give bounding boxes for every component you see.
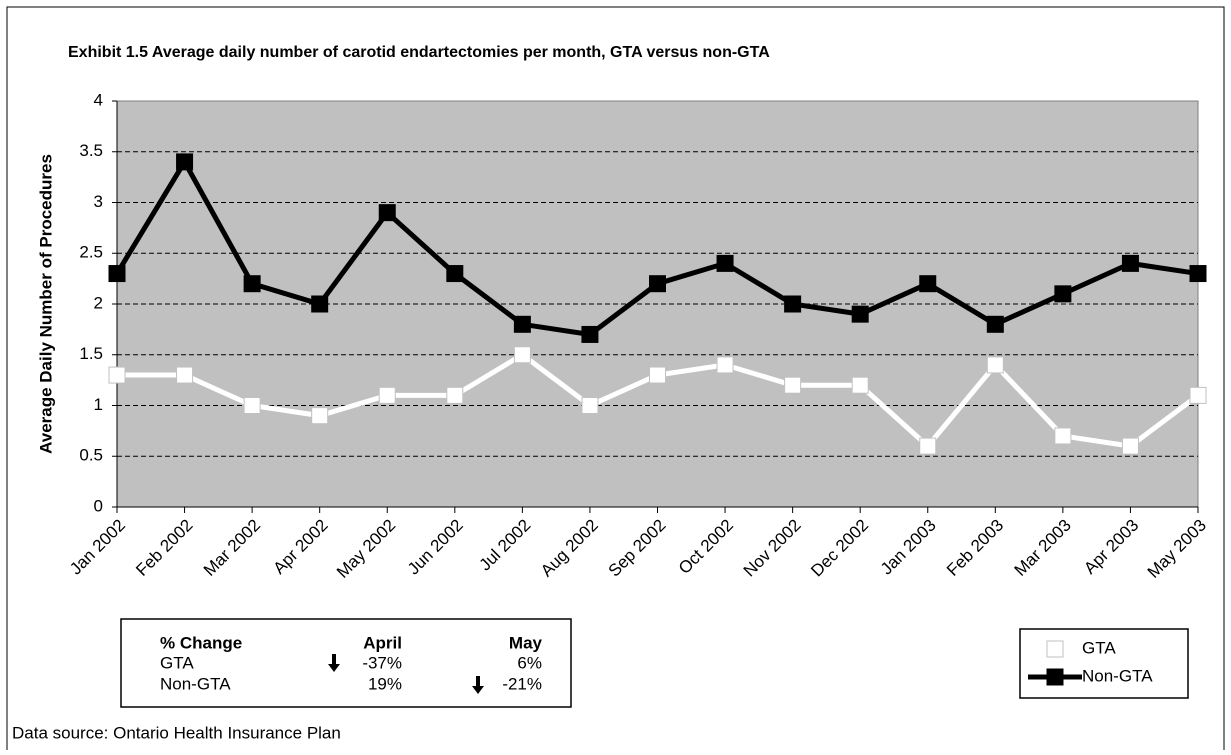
change-table: [120, 618, 572, 708]
marker: [986, 356, 1004, 374]
y-axis-label: Average Daily Number of Procedures: [36, 154, 55, 454]
y-tick-label: 3.5: [79, 141, 103, 160]
y-tick-label: 1.5: [79, 344, 103, 363]
marker: [919, 275, 937, 293]
marker: [851, 376, 869, 394]
y-tick-label: 3: [94, 192, 103, 211]
marker: [716, 254, 734, 272]
marker: [784, 376, 802, 394]
marker: [108, 265, 126, 283]
marker: [986, 315, 1004, 333]
marker: [243, 275, 261, 293]
marker: [378, 204, 396, 222]
y-tick-label: 0: [94, 496, 103, 515]
down-arrow: [472, 676, 484, 694]
table-header: % Change: [160, 633, 242, 652]
marker: [378, 386, 396, 404]
marker: [446, 386, 464, 404]
marker: [513, 315, 531, 333]
marker: [311, 407, 329, 425]
marker: [851, 305, 869, 323]
y-tick-label: 2: [94, 293, 103, 312]
y-tick-label: 1: [94, 395, 103, 414]
marker: [784, 295, 802, 313]
y-tick-label: 0.5: [79, 446, 103, 465]
chart-title: Exhibit 1.5 Average daily number of caro…: [68, 44, 770, 61]
table-header: May: [509, 633, 543, 652]
marker: [649, 366, 666, 384]
table-header: April: [363, 633, 402, 652]
down-arrow: [328, 654, 340, 672]
y-tick-label: 4: [94, 90, 103, 109]
table-cell: -21%: [502, 674, 542, 693]
marker: [311, 295, 329, 313]
marker: [581, 325, 599, 343]
marker: [108, 366, 126, 384]
legend-marker: [1046, 668, 1064, 686]
marker: [243, 397, 261, 414]
marker: [649, 275, 666, 293]
marker: [176, 366, 194, 384]
marker: [1054, 285, 1072, 303]
marker: [446, 265, 464, 283]
table-cell: 19%: [368, 674, 402, 693]
y-tick-label: 2.5: [79, 243, 103, 262]
table-cell: Non-GTA: [160, 674, 231, 693]
legend-marker: [1046, 640, 1064, 658]
source-note: Data source: Ontario Health Insurance Pl…: [12, 723, 341, 742]
marker: [513, 346, 531, 364]
marker: [176, 153, 194, 171]
legend-label: GTA: [1082, 638, 1116, 657]
marker: [919, 437, 937, 455]
marker: [1121, 254, 1139, 272]
legend-label: Non-GTA: [1082, 666, 1153, 685]
marker: [1054, 427, 1072, 445]
marker: [716, 356, 734, 374]
marker: [1189, 265, 1207, 283]
marker: [1189, 386, 1207, 404]
marker: [581, 397, 599, 414]
marker: [1121, 437, 1139, 455]
table-cell: -37%: [362, 653, 402, 672]
table-cell: 6%: [517, 653, 542, 672]
table-cell: GTA: [160, 653, 194, 672]
